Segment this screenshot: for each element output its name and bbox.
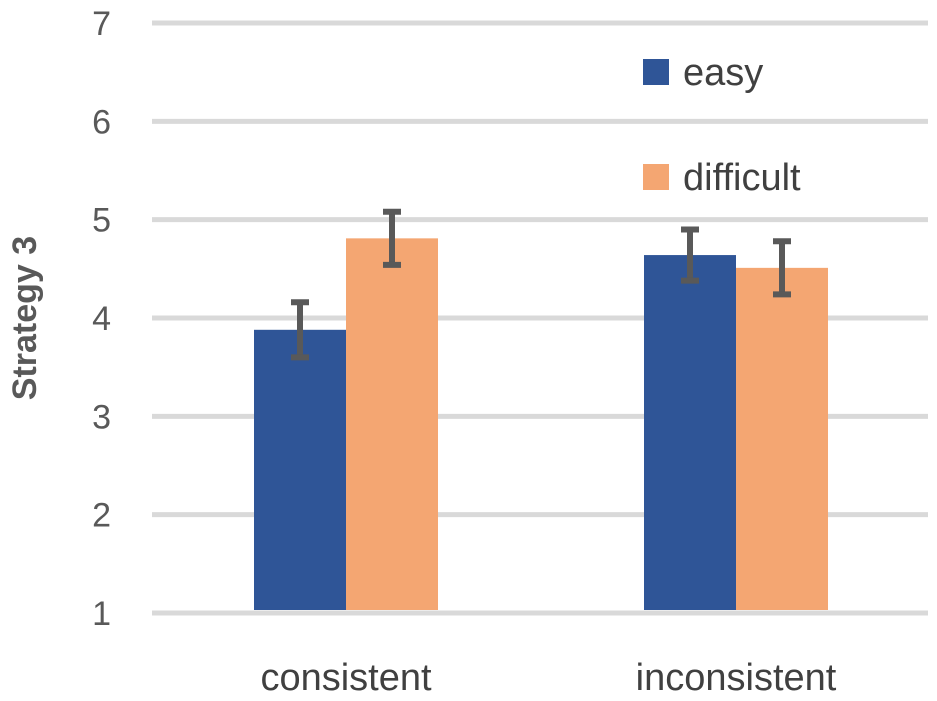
error-bar-easy-inconsistent [681, 226, 699, 284]
legend-label-difficult: difficult [683, 157, 801, 199]
legend: easy difficult [643, 52, 801, 199]
y-tick-label: 4 [92, 300, 111, 338]
x-tick-label-inconsistent: inconsistent [636, 657, 837, 699]
y-axis-label: Strategy 3 [6, 236, 44, 400]
y-tick-label: 1 [92, 595, 111, 633]
legend-swatch-difficult [643, 164, 669, 190]
bar-difficult-inconsistent [736, 267, 828, 610]
bar-easy-inconsistent [644, 255, 736, 611]
legend-label-easy: easy [683, 52, 763, 94]
x-tick-labels: consistent inconsistent [260, 657, 836, 699]
y-tick-label: 5 [92, 202, 111, 240]
y-tick-label: 3 [92, 398, 111, 436]
y-tick-label: 2 [92, 497, 111, 535]
error-bar-difficult-consistent [383, 208, 401, 268]
error-bar-difficult-inconsistent [773, 238, 791, 298]
legend-swatch-easy [643, 59, 669, 85]
bar-difficult-consistent [346, 238, 438, 610]
bar-easy-consistent [254, 329, 346, 610]
error-bar-easy-consistent [291, 299, 309, 361]
error-bars [291, 208, 791, 361]
x-tick-label-consistent: consistent [260, 657, 432, 699]
bars [254, 238, 828, 611]
y-tick-label: 6 [92, 103, 111, 141]
y-tick-labels: 1 2 3 4 5 6 7 [92, 5, 111, 633]
y-tick-label: 7 [92, 5, 111, 43]
